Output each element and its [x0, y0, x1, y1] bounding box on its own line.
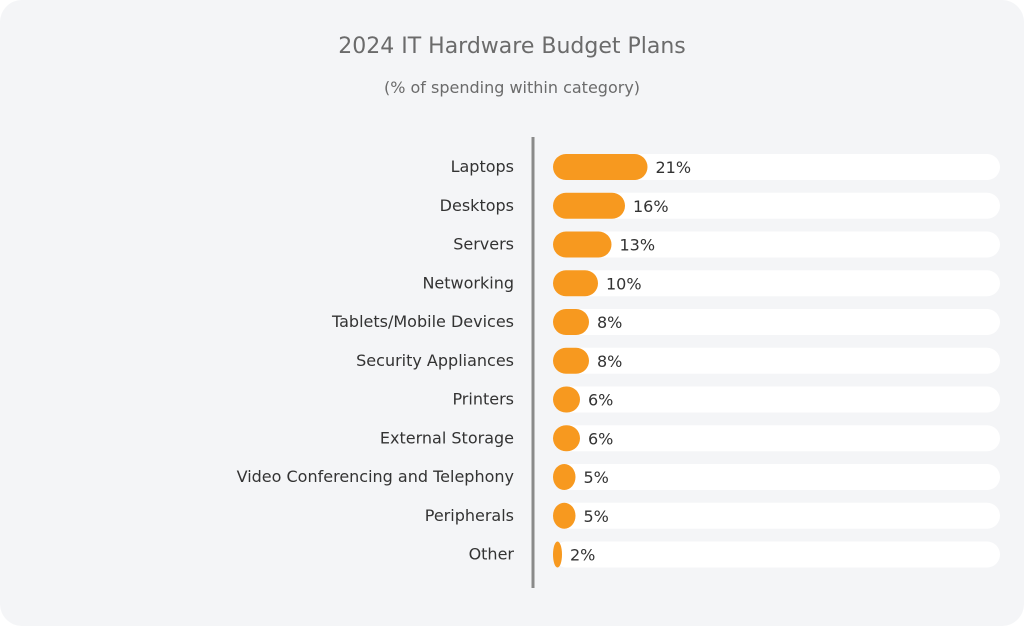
- category-label: Video Conferencing and Telephony: [237, 467, 514, 486]
- bar-track: [553, 464, 1000, 490]
- value-label: 13%: [620, 236, 656, 255]
- chart-title: 2024 IT Hardware Budget Plans: [338, 34, 686, 59]
- bar-track: [553, 192, 1000, 219]
- chart-subtitle: (% of spending within category): [383, 78, 641, 97]
- category-label: Printers: [452, 390, 514, 409]
- bar: [553, 309, 589, 335]
- category-label: External Storage: [380, 428, 514, 447]
- bar: [553, 425, 580, 452]
- bar-track: [553, 231, 1000, 258]
- value-label: 8%: [597, 352, 622, 371]
- value-label: 2%: [570, 546, 595, 565]
- bar-track: [553, 425, 1000, 452]
- category-label: Other: [469, 545, 515, 564]
- value-label: 5%: [584, 468, 609, 487]
- value-label: 21%: [656, 158, 692, 177]
- category-label: Security Appliances: [356, 351, 514, 370]
- bar-track: [553, 309, 1000, 335]
- bar-track: [553, 270, 1000, 297]
- bar: [553, 154, 648, 180]
- bar: [553, 347, 589, 374]
- bar: [553, 386, 580, 413]
- value-label: 6%: [588, 391, 613, 410]
- bar: [553, 270, 598, 297]
- bar-track: [553, 347, 1000, 374]
- value-label: 5%: [584, 507, 609, 526]
- category-label: Networking: [422, 273, 514, 292]
- bar: [553, 464, 576, 490]
- bar: [553, 541, 562, 568]
- bar: [553, 502, 576, 529]
- bar: [553, 231, 612, 258]
- value-label: 8%: [597, 313, 622, 332]
- category-label: Laptops: [451, 157, 514, 176]
- value-label: 6%: [588, 429, 613, 448]
- category-label: Peripherals: [425, 506, 514, 525]
- value-label: 10%: [606, 274, 642, 293]
- bar: [553, 192, 625, 219]
- bar-track: [553, 386, 1000, 413]
- category-label: Servers: [453, 235, 514, 254]
- category-label: Tablets/Mobile Devices: [331, 312, 514, 331]
- bar-track: [553, 154, 1000, 180]
- bar-track: [553, 541, 1000, 568]
- bar-track: [553, 502, 1000, 529]
- value-label: 16%: [633, 197, 669, 216]
- category-label: Desktops: [440, 196, 514, 215]
